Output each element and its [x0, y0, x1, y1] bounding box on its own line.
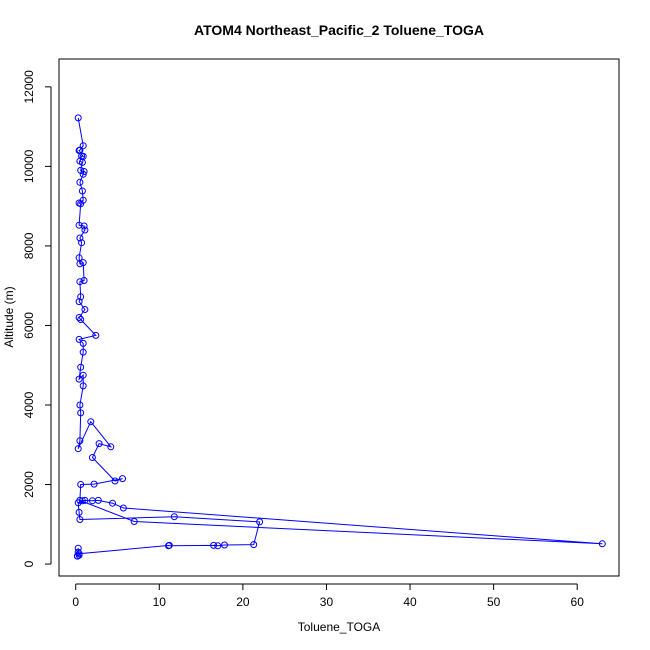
data-point	[75, 508, 83, 516]
data-point	[111, 477, 119, 485]
data-point	[75, 254, 83, 262]
data-point	[76, 496, 84, 504]
x-tick-label: 50	[487, 595, 501, 609]
y-tick-label: 0	[22, 560, 36, 567]
y-tick-label: 8000	[22, 232, 36, 259]
y-tick-label: 4000	[22, 391, 36, 418]
data-point	[214, 542, 222, 550]
data-point	[75, 314, 83, 321]
data-point	[130, 518, 138, 525]
data-point	[119, 504, 127, 512]
data-point	[79, 371, 87, 379]
x-tick-label: 20	[236, 595, 250, 609]
x-tick-label: 10	[153, 595, 167, 609]
y-axis: 0 2000 4000 6000 8000 10000 12000	[22, 70, 52, 567]
data-point	[165, 542, 172, 550]
data-point	[74, 445, 82, 453]
data-point	[76, 146, 84, 154]
x-tick-label: 0	[72, 595, 79, 609]
data-point	[81, 306, 89, 313]
data-point	[75, 375, 83, 383]
data-point	[76, 178, 84, 186]
data-point	[210, 541, 218, 549]
data-point	[77, 409, 85, 417]
data-point	[79, 382, 87, 390]
data-point	[250, 541, 258, 549]
data-point	[75, 298, 83, 306]
data-point	[598, 540, 606, 548]
y-tick-label: 2000	[22, 471, 36, 498]
data-point	[79, 348, 87, 356]
data-point	[92, 331, 100, 339]
data-point	[76, 278, 84, 286]
data-point	[78, 497, 86, 505]
data-point	[75, 335, 83, 343]
data-point	[76, 401, 84, 409]
chart-title: ATOM4 Northeast_Pacific_2 Toluene_TOGA	[194, 22, 484, 38]
data-point	[79, 339, 87, 347]
data-point	[77, 316, 85, 323]
data-point	[75, 221, 83, 229]
data-point	[80, 168, 88, 175]
data-point	[81, 226, 89, 234]
data-point	[90, 480, 98, 488]
y-tick-label: 12000	[22, 70, 36, 104]
data-point	[77, 293, 85, 301]
data-point	[77, 481, 85, 488]
data-point	[94, 496, 102, 504]
data-point	[76, 234, 84, 242]
x-tick-label: 30	[320, 595, 334, 609]
data-point	[80, 222, 88, 230]
data-point	[81, 496, 89, 504]
x-axis-label: Toluene_TOGA	[298, 620, 381, 634]
data-point	[78, 239, 86, 247]
data-point	[79, 152, 87, 160]
data-point	[109, 499, 116, 507]
data-point	[256, 518, 264, 526]
data-point	[80, 277, 88, 284]
data-point	[95, 440, 103, 448]
x-axis: 0 10 20 30 40 50 60	[72, 583, 585, 609]
data-point	[119, 475, 126, 483]
series-line	[76, 117, 603, 557]
data-point	[87, 418, 95, 426]
data-point	[79, 142, 87, 150]
data-point	[79, 196, 87, 204]
x-tick-label: 60	[571, 595, 585, 609]
data-point	[74, 114, 82, 122]
data-point	[78, 187, 86, 195]
data-point	[75, 550, 83, 558]
plot-frame	[58, 58, 620, 577]
data-point	[77, 166, 85, 174]
y-axis-label: Altitude (m)	[2, 286, 16, 347]
data-point	[79, 259, 87, 267]
data-point	[76, 437, 84, 445]
data-point	[107, 443, 115, 451]
y-tick-label: 6000	[22, 312, 36, 339]
data-point	[76, 516, 84, 523]
x-tick-label: 40	[403, 595, 417, 609]
data-point	[221, 541, 228, 549]
data-point	[170, 513, 178, 521]
series-layer	[73, 114, 606, 560]
data-point	[88, 454, 96, 461]
y-tick-label: 10000	[22, 149, 36, 183]
data-point	[77, 363, 85, 371]
